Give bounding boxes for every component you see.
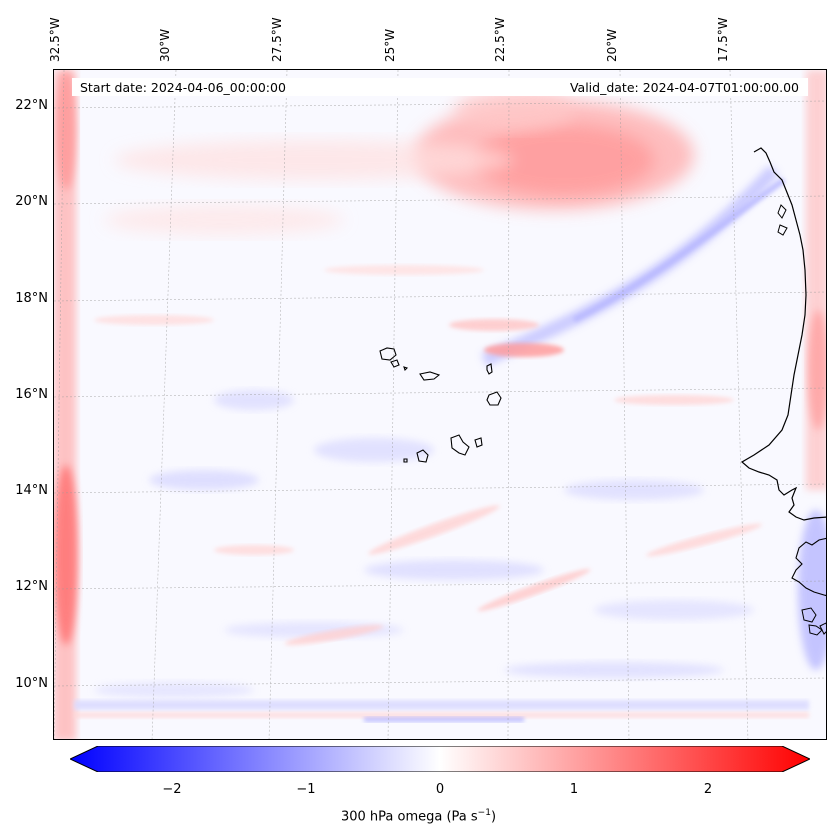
colorbar (68, 745, 812, 773)
lat-label-18n: 18°N (15, 291, 48, 306)
lon-label-27-5w: 27.5°W (270, 17, 284, 62)
lon-label-32-5w: 32.5°W (48, 17, 62, 62)
lon-label-17-5w: 17.5°W (716, 17, 730, 62)
colorbar-tick-2: 2 (703, 782, 713, 797)
african-coastline (740, 147, 826, 521)
omega-map: Start date: 2024-04-06_00:00:00 Valid_da… (53, 69, 827, 740)
lat-label-22n: 22°N (15, 98, 48, 113)
omega-field (54, 70, 826, 739)
colorbar-label: 300 hPa omega (Pa s−1) (340, 808, 497, 825)
lon-label-22-5w: 22.5°W (493, 17, 507, 62)
colorbar-tick-minus-2: −2 (162, 782, 182, 797)
start-date-label: Start date: 2024-04-06_00:00:00 (80, 80, 286, 95)
colorbar-tick-minus-1: −1 (296, 782, 316, 797)
graticule (54, 70, 826, 739)
lon-label-30w: 30°W (158, 28, 172, 62)
lat-label-20n: 20°N (15, 194, 48, 209)
date-header-background (72, 78, 808, 96)
lon-label-20w: 20°W (605, 28, 619, 62)
lat-label-16n: 16°N (15, 387, 48, 402)
colorbar-tick-1: 1 (569, 782, 579, 797)
colorbar-tick-0: 0 (435, 782, 445, 797)
colorbar-gradient (68, 745, 812, 773)
lat-label-14n: 14°N (15, 483, 48, 498)
lat-label-10n: 10°N (15, 676, 48, 691)
cape-verde-islands (379, 347, 502, 463)
valid-date-label: Valid_date: 2024-04-07T01:00:00.00 (569, 80, 799, 95)
lat-label-12n: 12°N (15, 579, 48, 594)
lon-label-25w: 25°W (383, 28, 397, 62)
